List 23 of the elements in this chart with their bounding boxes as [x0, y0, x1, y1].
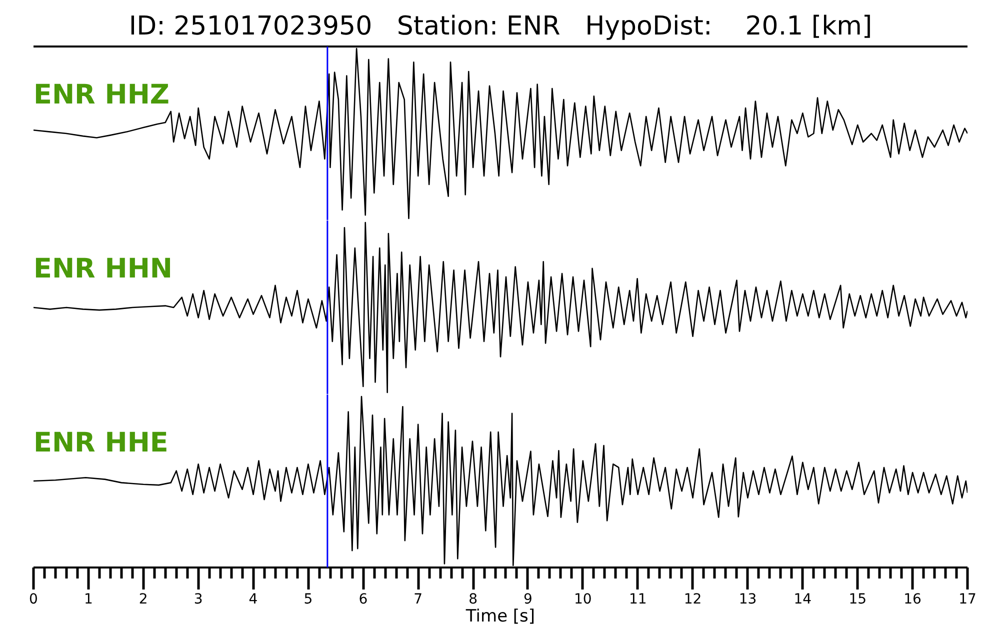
- x-tick-label: 3: [194, 592, 203, 608]
- x-tick-label: 5: [304, 592, 313, 608]
- x-axis-title: Time [s]: [464, 606, 536, 626]
- x-tick-label: 0: [29, 592, 38, 608]
- x-tick-label: 1: [84, 592, 93, 608]
- chart-title: ID: 251017023950 Station: ENR HypoDist: 20.1 [km]: [128, 12, 872, 42]
- x-tick-label: 4: [248, 592, 258, 608]
- x-tick-label: 7: [414, 592, 423, 608]
- x-tick-label: 15: [848, 592, 867, 608]
- x-tick-label: 14: [794, 592, 812, 608]
- x-tick-label: 6: [358, 592, 368, 608]
- x-tick-label: 13: [738, 592, 757, 608]
- series-label: ENR HHE: [34, 428, 168, 458]
- x-tick-label: 8: [468, 592, 478, 608]
- series-label: ENR HHZ: [34, 80, 170, 110]
- x-tick-label: 12: [684, 592, 702, 608]
- x-tick-label: 2: [138, 592, 148, 608]
- x-tick-label: 11: [628, 592, 647, 608]
- x-tick-label: 17: [958, 592, 976, 608]
- x-tick-label: 16: [904, 592, 922, 608]
- series-label: ENR HHN: [34, 254, 173, 284]
- x-tick-label: 9: [524, 592, 532, 608]
- x-tick-label: 10: [574, 592, 592, 608]
